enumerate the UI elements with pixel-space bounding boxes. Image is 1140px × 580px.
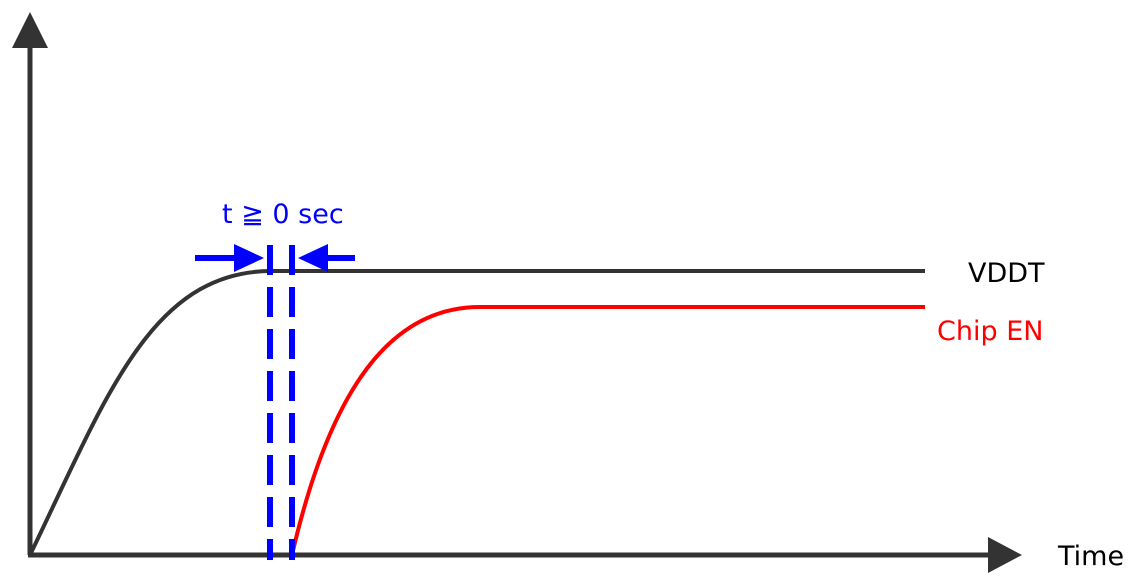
vddt-signal-label: VDDT (968, 258, 1045, 289)
left-arrow-icon (298, 244, 328, 272)
timing-markers (267, 245, 295, 560)
timing-interval-arrows (195, 244, 355, 272)
right-arrow-icon (234, 244, 264, 272)
x-axis-arrow-icon (988, 537, 1022, 573)
timing-constraint-label: t ≧ 0 sec (222, 199, 344, 230)
y-axis (12, 12, 48, 555)
x-axis (28, 537, 1022, 573)
y-axis-arrow-icon (12, 12, 48, 48)
vddt-signal-line (28, 269, 925, 556)
chip-en-signal-line (290, 305, 925, 556)
chip-en-signal-label: Chip EN (937, 316, 1043, 347)
x-axis-label: Time (1057, 541, 1124, 572)
